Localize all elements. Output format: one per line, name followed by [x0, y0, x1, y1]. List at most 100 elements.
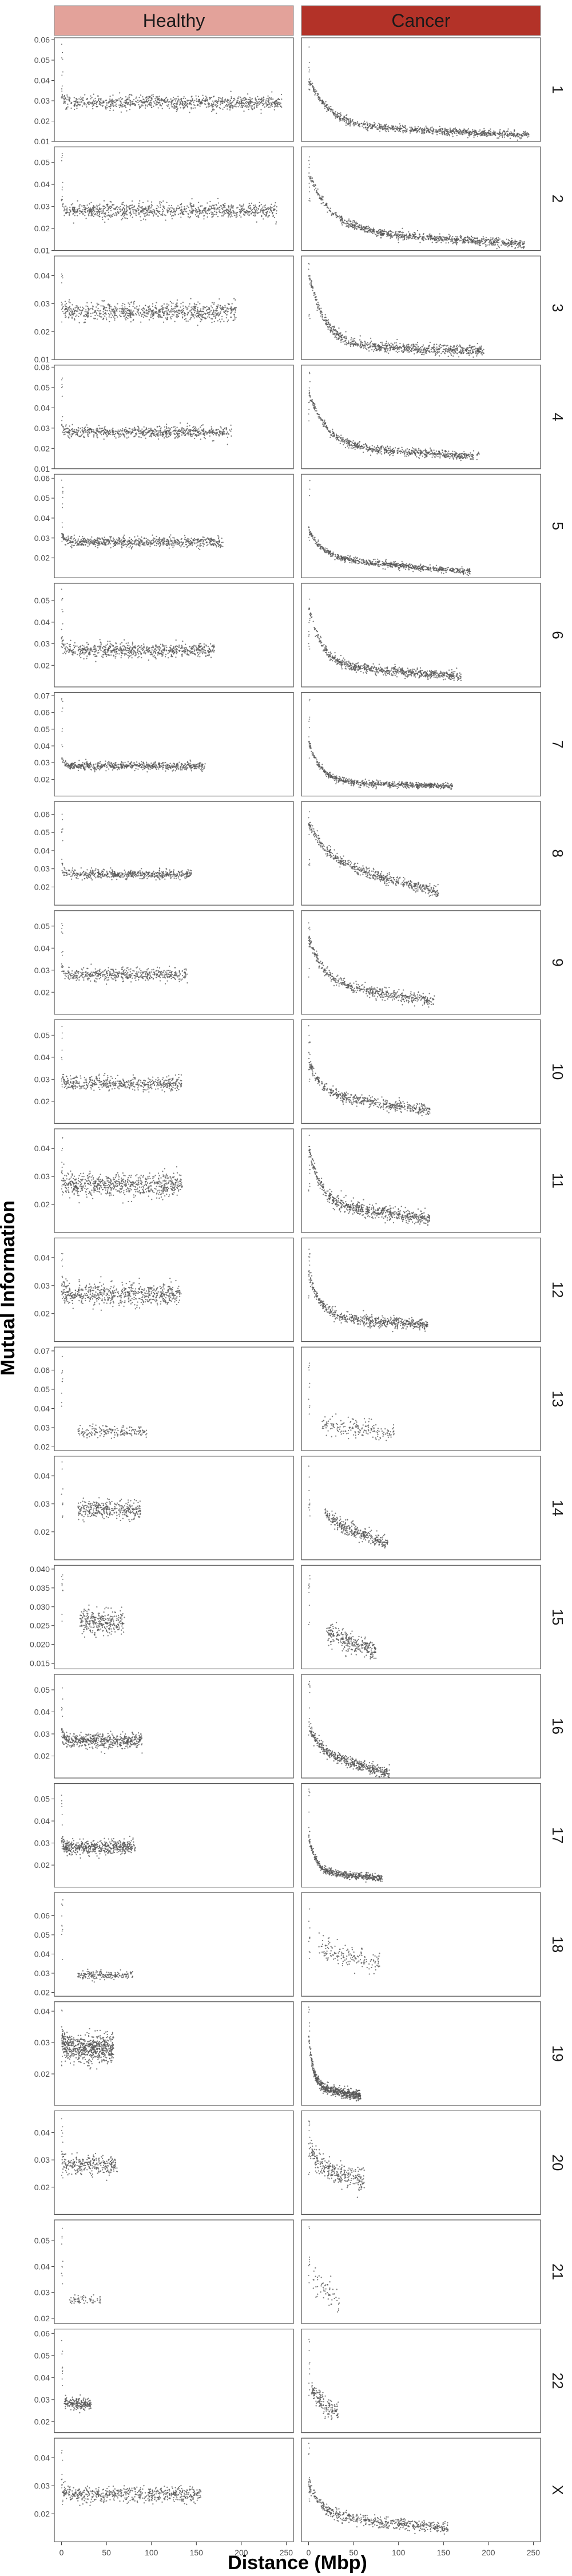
data-point: [180, 312, 182, 314]
data-point: [432, 351, 434, 353]
data-point: [173, 211, 174, 213]
data-point: [325, 105, 328, 106]
data-point: [177, 96, 179, 97]
data-point: [172, 96, 174, 98]
data-point: [217, 216, 219, 218]
data-point: [318, 303, 320, 305]
data-point: [110, 306, 112, 307]
data-point: [520, 133, 522, 135]
data-point: [470, 346, 472, 348]
data-point: [431, 242, 433, 243]
data-point: [133, 307, 136, 309]
data-point: [198, 311, 201, 313]
data-point: [249, 105, 251, 107]
data-point: [335, 216, 337, 219]
data-point: [106, 210, 108, 212]
data-point: [128, 97, 130, 98]
data-point: [256, 210, 258, 212]
data-point: [150, 102, 152, 104]
data-point: [339, 118, 341, 120]
data-point: [131, 200, 133, 202]
data-point: [74, 103, 76, 105]
data-point: [62, 311, 63, 313]
data-point: [381, 341, 383, 343]
data-point: [373, 121, 375, 124]
data-point: [321, 195, 323, 197]
data-point: [324, 314, 326, 316]
data-point: [142, 211, 144, 213]
data-point: [385, 350, 387, 352]
data-point: [427, 236, 429, 238]
data-point: [229, 216, 231, 218]
data-point: [152, 303, 154, 305]
data-point: [194, 208, 197, 210]
data-point: [155, 214, 157, 215]
data-point: [239, 102, 241, 104]
data-point: [392, 235, 394, 237]
data-point: [385, 131, 387, 133]
data-point: [231, 310, 232, 312]
data-point: [217, 97, 220, 99]
data-point: [254, 102, 256, 104]
data-point: [107, 304, 109, 306]
data-point: [217, 306, 219, 308]
data-point: [189, 102, 192, 105]
data-point: [68, 299, 70, 301]
data-point: [162, 208, 164, 210]
data-point: [484, 240, 486, 243]
data-point: [362, 229, 364, 231]
data-point: [354, 224, 356, 226]
data-point: [166, 101, 168, 102]
data-point: [255, 97, 256, 99]
data-point: [224, 306, 226, 308]
data-point: [246, 105, 248, 107]
data-point: [428, 131, 430, 133]
data-point: [148, 310, 149, 312]
data-point: [149, 308, 152, 310]
data-point: [176, 314, 178, 316]
data-point: [206, 98, 208, 100]
data-point: [348, 227, 349, 228]
data-point: [261, 215, 263, 217]
data-point: [386, 342, 388, 344]
data-point: [165, 97, 166, 99]
data-point: [480, 238, 482, 240]
data-point: [119, 308, 121, 310]
data-point: [409, 132, 411, 134]
data-point: [104, 212, 105, 214]
data-point: [440, 130, 442, 132]
data-point: [206, 100, 209, 102]
data-point: [190, 312, 192, 314]
data-point: [76, 98, 77, 100]
data-point: [453, 345, 455, 347]
data-point: [106, 307, 108, 309]
data-point: [68, 301, 70, 303]
data-point: [451, 239, 453, 241]
data-point: [455, 132, 457, 134]
data-point: [211, 106, 213, 108]
data-point: [353, 221, 355, 223]
data-point: [105, 100, 106, 101]
data-point: [352, 338, 354, 340]
panel-border: [301, 255, 541, 360]
data-point: [402, 237, 404, 239]
data-point: [280, 102, 281, 104]
data-point: [316, 309, 318, 311]
data-point: [493, 130, 495, 132]
data-point: [251, 98, 253, 100]
data-point: [501, 240, 503, 242]
data-point: [223, 106, 225, 108]
data-point: [380, 231, 382, 232]
data-point: [440, 238, 442, 240]
data-point: [523, 241, 525, 243]
data-point: [70, 210, 72, 212]
data-point: [68, 212, 70, 214]
data-point: [522, 243, 524, 244]
data-point: [194, 100, 196, 101]
data-point: [71, 312, 73, 314]
y-axis-row-2: 0.010.020.030.040.05: [34, 158, 54, 255]
data-point: [317, 194, 319, 196]
data-point: [205, 211, 207, 212]
data-point: [224, 101, 225, 104]
data-point: [396, 237, 398, 239]
